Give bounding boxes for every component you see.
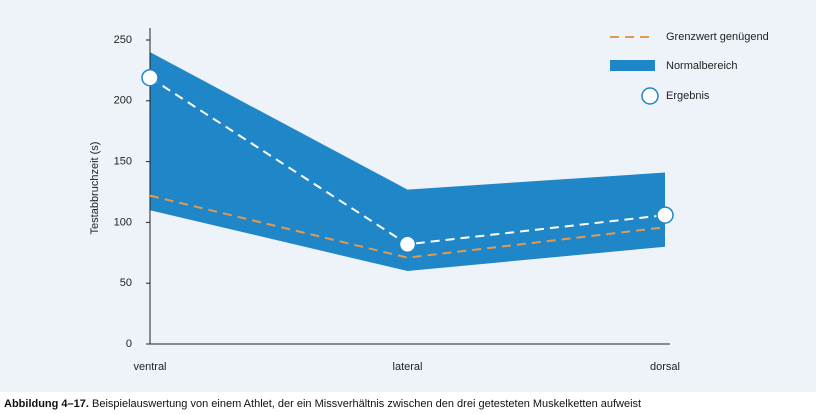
legend-key bbox=[610, 60, 655, 71]
x-tick-label: lateral bbox=[393, 361, 423, 373]
y-tick-label: 0 bbox=[126, 338, 132, 350]
y-tick-label: 250 bbox=[114, 34, 132, 46]
legend-key bbox=[641, 87, 659, 105]
y-tick-label: 150 bbox=[114, 156, 132, 168]
result-marker bbox=[656, 206, 674, 224]
x-tick-label: dorsal bbox=[650, 361, 680, 373]
legend-label: Normalbereich bbox=[666, 60, 738, 72]
y-tick-label: 100 bbox=[114, 216, 132, 228]
chart: Testabbruchzeit (s) 0 50 100 150 200 250 ventr… bbox=[0, 0, 816, 392]
caption: Abbildung 4–17. Beispielauswertung von e… bbox=[4, 398, 641, 410]
caption-label: Abbildung 4–17. bbox=[4, 398, 89, 410]
y-tick-label: 200 bbox=[114, 95, 132, 107]
x-tick-label: ventral bbox=[133, 361, 166, 373]
result-marker bbox=[398, 235, 417, 254]
normal-band bbox=[150, 52, 665, 272]
y-tick-label: 50 bbox=[120, 277, 132, 289]
legend-label: Grenzwert genügend bbox=[666, 31, 769, 43]
series-line bbox=[149, 194, 666, 259]
legend-label: Ergebnis bbox=[666, 90, 710, 102]
caption-text: Beispielauswertung von einem Athlet, der… bbox=[92, 398, 642, 410]
result-marker bbox=[141, 68, 159, 87]
y-axis-label: Testabbruchzeit (s) bbox=[89, 142, 101, 235]
